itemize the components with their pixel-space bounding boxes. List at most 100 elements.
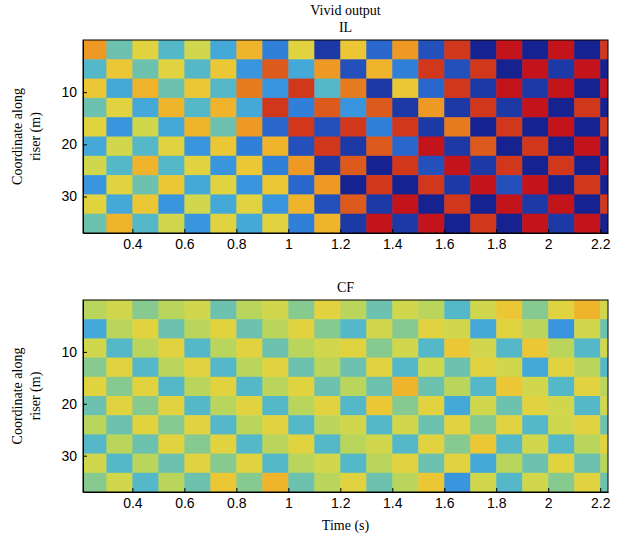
heatmap-cell	[184, 98, 211, 118]
heatmap-cell	[366, 415, 393, 435]
heatmap-cell	[184, 40, 211, 60]
heatmap-cell	[574, 358, 601, 378]
x-tick-mark	[600, 488, 601, 492]
heatmap-cell	[158, 338, 185, 358]
x-tick: 0.6	[175, 229, 195, 252]
plot-frame	[83, 40, 608, 233]
heatmap-cell	[366, 137, 393, 157]
heatmap-cell	[132, 377, 159, 397]
heatmap-cell	[288, 358, 315, 378]
heatmap-cell	[548, 377, 575, 397]
heatmap-cell	[548, 59, 575, 79]
x-tick: 1	[285, 229, 293, 252]
heatmap-cell	[574, 415, 601, 435]
heatmap-cell	[83, 377, 107, 397]
heatmap-cell	[83, 434, 107, 454]
heatmap-cell	[470, 194, 497, 214]
heatmap-cells	[83, 300, 608, 492]
heatmap-cell	[496, 415, 523, 435]
x-tick-label: 1	[285, 236, 293, 252]
heatmap-cell	[392, 300, 419, 320]
heatmap-cell	[574, 98, 601, 118]
heatmap-cell	[83, 473, 107, 492]
heatmap-cell	[548, 175, 575, 195]
heatmap-cell	[522, 300, 549, 320]
heatmap-cell	[210, 214, 237, 233]
heatmap-cell	[496, 40, 523, 60]
heatmap-cell	[262, 300, 289, 320]
heatmap-cell	[548, 156, 575, 176]
heatmap-cell	[418, 396, 445, 416]
x-tick-label: 1.4	[383, 495, 403, 511]
heatmap-cell	[600, 214, 608, 233]
x-tick-label: 0.6	[175, 236, 195, 252]
heatmap-cell	[600, 300, 608, 320]
x-tick-label: 0.6	[175, 495, 195, 511]
heatmap-cell	[314, 156, 341, 176]
heatmap-cell	[83, 117, 107, 137]
y-tick-mark	[83, 352, 87, 353]
heatmap-cell	[210, 137, 237, 157]
heatmap-cell	[106, 156, 133, 176]
heatmap-cell	[106, 300, 133, 320]
heatmap-cell	[366, 79, 393, 99]
x-tick-label: 2.2	[591, 236, 611, 252]
heatmap-cell	[496, 175, 523, 195]
heatmap-cell	[158, 40, 185, 60]
heatmap-cell	[132, 98, 159, 118]
x-tick-label: 0.8	[227, 236, 247, 252]
heatmap-cell	[392, 473, 419, 492]
heatmap-cell	[496, 194, 523, 214]
heatmap-cell	[392, 415, 419, 435]
x-tick: 1.2	[331, 229, 351, 252]
heatmap-cell	[470, 434, 497, 454]
x-axis-title: Time (s)	[322, 518, 370, 534]
heatmap-cell	[184, 319, 211, 339]
heatmap-cell	[418, 454, 445, 474]
heatmap-cell	[444, 59, 471, 79]
heatmap-cell	[314, 117, 341, 137]
heatmap-cell	[262, 454, 289, 474]
y-axis-title: riser (m)	[28, 112, 44, 161]
heatmap-cell	[83, 79, 107, 99]
heatmap-cell	[366, 117, 393, 137]
heatmap-cell	[340, 98, 367, 118]
heatmap-cell	[522, 59, 549, 79]
heatmap-cell	[83, 40, 107, 60]
heatmap-cell	[236, 300, 263, 320]
heatmap-cell	[106, 377, 133, 397]
heatmap-cell	[184, 473, 211, 492]
heatmap-cell	[444, 377, 471, 397]
heatmap-cell	[600, 319, 608, 339]
heatmap-cell	[366, 40, 393, 60]
x-tick: 0.8	[227, 229, 247, 252]
heatmap-cell	[470, 300, 497, 320]
heatmap-cell	[496, 319, 523, 339]
heatmap-cell	[236, 59, 263, 79]
heatmap-cell	[496, 300, 523, 320]
heatmap-cell	[106, 415, 133, 435]
x-tick: 1.8	[487, 229, 507, 252]
heatmap-cell	[600, 454, 608, 474]
x-axis: 0.40.60.811.21.41.61.822.2	[84, 229, 611, 252]
heatmap-cell	[288, 79, 315, 99]
x-tick-label: 1.2	[331, 236, 351, 252]
heatmap-cell	[210, 194, 237, 214]
heatmap-cell	[418, 358, 445, 378]
heatmap-cell	[418, 156, 445, 176]
heatmap-cell	[314, 377, 341, 397]
heatmap-cell	[600, 137, 608, 157]
heatmap-cell	[522, 214, 549, 233]
heatmap-cell	[132, 117, 159, 137]
heatmap-cell	[340, 377, 367, 397]
heatmap-cell	[83, 396, 107, 416]
heatmap-cell	[106, 40, 133, 60]
heatmap-cell	[496, 98, 523, 118]
figure: Vivid output0.40.60.811.21.41.61.822.210…	[0, 0, 621, 536]
heatmap-cell	[184, 454, 211, 474]
heatmap-cell	[132, 338, 159, 358]
heatmap-cell	[106, 117, 133, 137]
x-tick-mark	[444, 488, 445, 492]
heatmap-cell	[522, 175, 549, 195]
heatmap-cell	[314, 473, 341, 492]
